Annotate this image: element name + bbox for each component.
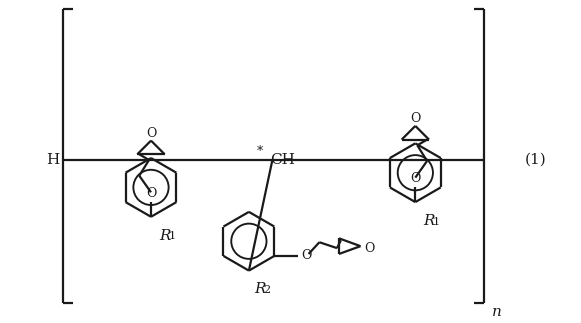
Text: CH: CH: [270, 153, 295, 167]
Text: (1): (1): [525, 153, 547, 167]
Text: *: *: [256, 145, 263, 158]
Text: R: R: [159, 229, 170, 243]
Text: 1: 1: [433, 217, 440, 227]
Text: 2: 2: [264, 285, 271, 295]
Text: R: R: [423, 214, 435, 228]
Text: O: O: [410, 112, 421, 125]
Text: O: O: [302, 249, 312, 263]
Text: O: O: [146, 127, 156, 140]
Text: 1: 1: [168, 232, 175, 242]
Text: O: O: [364, 242, 375, 255]
Text: H: H: [46, 153, 59, 167]
Text: n: n: [492, 305, 501, 319]
Text: O: O: [146, 187, 156, 200]
Text: R: R: [254, 282, 266, 297]
Text: O: O: [410, 172, 421, 185]
